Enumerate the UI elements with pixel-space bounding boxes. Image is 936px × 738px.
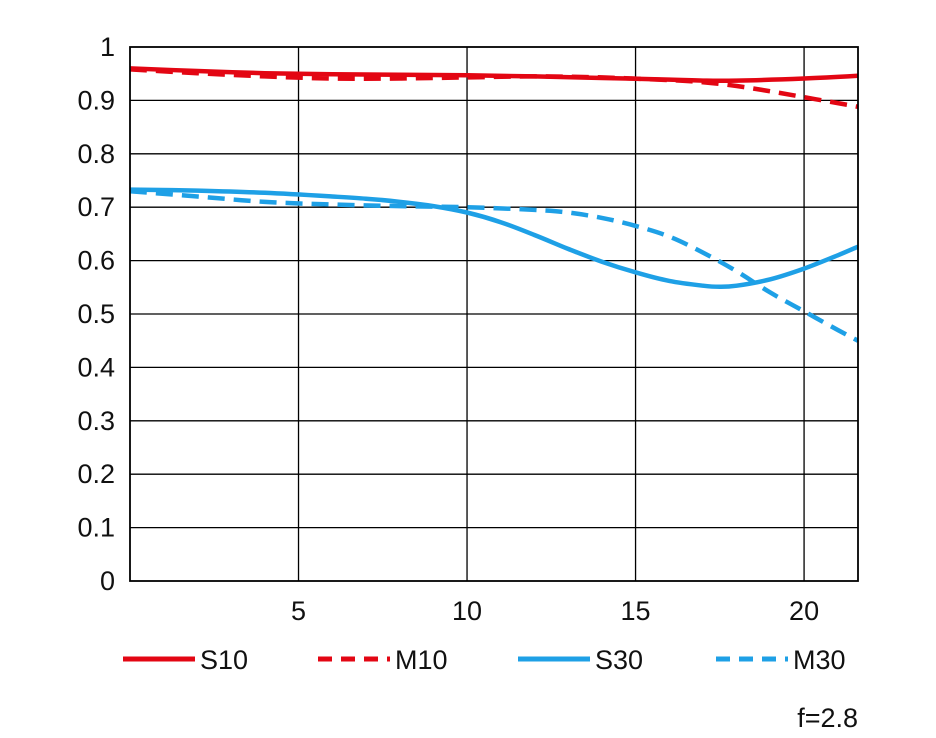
grid [130, 47, 858, 581]
y-tick-label: 0.8 [77, 139, 115, 169]
y-tick-label: 0.7 [77, 192, 115, 222]
x-tick-label: 10 [452, 596, 482, 626]
x-tick-label: 15 [621, 596, 651, 626]
y-axis-ticks: 0 0.1 0.2 0.3 0.4 0.5 0.6 0.7 0.8 0.9 1 [77, 32, 115, 596]
legend-label-m10: M10 [395, 645, 448, 675]
legend: S10 M10 S30 M30 [123, 645, 846, 675]
x-axis-ticks: 5 10 15 20 [291, 596, 819, 626]
y-tick-label: 0.6 [77, 246, 115, 276]
legend-label-s10: S10 [200, 645, 248, 675]
y-tick-label: 0.4 [77, 352, 115, 382]
series-lines [130, 66, 858, 343]
series-line-m10 [130, 67, 858, 110]
x-tick-label: 5 [291, 596, 306, 626]
y-tick-label: 0.5 [77, 299, 115, 329]
y-tick-label: 1 [100, 32, 115, 62]
series-line-m30 [130, 188, 858, 343]
plot-frame [129, 46, 859, 582]
series-line-s30 [130, 187, 858, 290]
y-tick-label: 0.2 [77, 459, 115, 489]
y-tick-label: 0.1 [77, 513, 115, 543]
x-tick-label: 20 [789, 596, 819, 626]
aperture-annotation: f=2.8 [797, 703, 858, 733]
y-tick-label: 0.3 [77, 406, 115, 436]
y-tick-label: 0 [100, 566, 115, 596]
y-tick-label: 0.9 [77, 85, 115, 115]
legend-label-m30: M30 [793, 645, 846, 675]
legend-label-s30: S30 [595, 645, 643, 675]
